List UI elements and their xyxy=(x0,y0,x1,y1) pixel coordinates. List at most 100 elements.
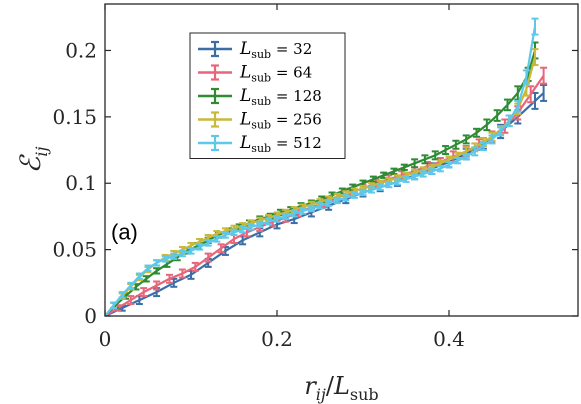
series-512 xyxy=(105,17,539,316)
error-bar xyxy=(217,243,225,254)
error-bar xyxy=(153,280,161,291)
error-bar xyxy=(135,272,143,280)
error-bar xyxy=(170,252,178,260)
error-bar xyxy=(333,196,341,205)
error-bar xyxy=(191,261,199,272)
error-bar xyxy=(204,239,212,247)
error-bar xyxy=(493,109,501,122)
error-bar xyxy=(540,66,548,85)
legend-entry: Lsub = 64 xyxy=(198,63,312,85)
error-bar xyxy=(161,255,169,263)
y-tick-label: 0.05 xyxy=(52,238,97,262)
error-bar xyxy=(153,259,161,267)
error-bar xyxy=(390,167,398,175)
legend-entry: Lsub = 256 xyxy=(198,110,322,132)
error-bar xyxy=(431,150,439,161)
axis-titles: rij/Lsub ℰij xyxy=(14,146,379,404)
panel-label: (a) xyxy=(111,220,138,245)
error-bar xyxy=(421,154,429,165)
plot-area xyxy=(105,17,548,316)
error-bar xyxy=(316,202,324,210)
error-bar xyxy=(419,170,427,178)
error-bar xyxy=(514,99,522,113)
error-bar xyxy=(400,163,408,171)
legend-label: Lsub = 64 xyxy=(239,63,312,85)
error-bar xyxy=(411,158,419,169)
error-bar xyxy=(527,85,535,104)
error-bar xyxy=(471,146,479,157)
y-tick-label: 0.15 xyxy=(52,105,97,129)
error-bar xyxy=(483,118,491,132)
x-tick-label: 0.2 xyxy=(261,327,293,351)
error-bar xyxy=(230,228,238,237)
error-bar xyxy=(142,275,150,283)
error-bar xyxy=(442,145,450,156)
error-bar xyxy=(503,98,511,112)
error-bar xyxy=(166,273,173,284)
error-bar xyxy=(454,157,462,165)
legend-entry: Lsub = 512 xyxy=(198,133,322,155)
error-bar xyxy=(462,153,470,161)
legend-label: Lsub = 512 xyxy=(239,133,322,155)
y-tick-label: 0.2 xyxy=(65,38,97,62)
error-bar xyxy=(221,231,229,239)
x-tick-label: 0.4 xyxy=(433,327,465,351)
error-bar xyxy=(368,186,376,194)
error-bar xyxy=(452,139,460,150)
error-bar xyxy=(213,235,221,243)
error-bar xyxy=(505,114,513,128)
error-bar xyxy=(531,48,539,67)
error-bar xyxy=(479,141,487,152)
error-bar xyxy=(488,134,496,145)
error-bar xyxy=(385,180,393,189)
error-bar xyxy=(359,188,367,197)
error-bar xyxy=(369,175,377,183)
error-bar xyxy=(307,204,315,213)
axis-ticks: 0 0.2 0.4 0 0.05 0.1 0.15 0.2 xyxy=(52,4,578,351)
error-bar xyxy=(299,207,307,215)
error-bar xyxy=(256,220,264,229)
error-bar xyxy=(473,127,481,138)
error-bar xyxy=(436,164,444,173)
x-axis-title: rij/Lsub xyxy=(304,372,378,404)
error-bar xyxy=(144,264,152,272)
error-bar xyxy=(393,178,401,186)
error-bar xyxy=(239,226,247,234)
error-bar xyxy=(428,167,436,175)
error-bar xyxy=(290,210,298,218)
error-bar xyxy=(462,134,470,145)
legend-label: Lsub = 256 xyxy=(239,110,322,132)
legend-entry: Lsub = 32 xyxy=(198,39,312,61)
error-bar xyxy=(264,218,272,226)
x-tick-label: 0 xyxy=(99,327,112,351)
error-bar xyxy=(531,91,539,110)
error-bar xyxy=(402,175,410,183)
y-axis-title: ℰij xyxy=(14,146,51,173)
legend-label: Lsub = 128 xyxy=(239,86,322,108)
y-tick-label: 0 xyxy=(84,304,97,328)
error-bar xyxy=(140,287,148,298)
error-bar xyxy=(325,199,333,207)
y-tick-label: 0.1 xyxy=(65,171,97,195)
error-bar xyxy=(178,249,186,258)
error-bar xyxy=(282,212,290,221)
error-bar xyxy=(342,194,350,202)
error-bar xyxy=(350,191,358,199)
error-bar xyxy=(445,160,453,169)
error-bar xyxy=(127,295,135,306)
error-bar xyxy=(153,267,161,275)
error-bar xyxy=(497,126,505,137)
legend-label: Lsub = 32 xyxy=(239,39,312,61)
error-bar xyxy=(110,301,118,310)
axes-frame xyxy=(104,3,579,317)
error-bar xyxy=(204,252,212,263)
error-bar xyxy=(178,268,186,279)
error-bar xyxy=(540,83,548,102)
error-bar xyxy=(273,215,281,223)
error-bar xyxy=(187,247,195,255)
error-bar xyxy=(196,243,204,251)
legend-entry: Lsub = 128 xyxy=(198,86,322,108)
error-bar xyxy=(411,172,419,181)
